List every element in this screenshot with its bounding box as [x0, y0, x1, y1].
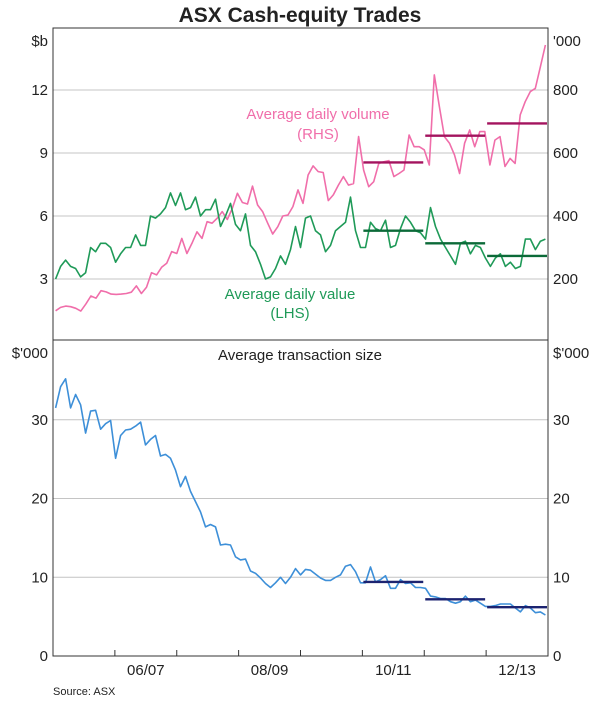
x-axis-label: 12/13	[498, 662, 536, 679]
series-lines	[54, 44, 547, 616]
bottom-left-tick-label: 0	[40, 648, 48, 665]
volume-series-label: Average daily volume	[246, 106, 389, 123]
value-axis-note: (LHS)	[270, 305, 309, 322]
gridlines	[53, 89, 548, 578]
top-left-tick-label: 3	[40, 271, 48, 288]
top-left-tick-label: 12	[31, 82, 48, 99]
top-right-tick-label: 800	[553, 82, 578, 99]
volume-line	[55, 44, 547, 312]
x-axis-labels: 06/07 08/09 10/11 12/13	[127, 662, 536, 679]
x-axis-label: 08/09	[251, 662, 289, 679]
value-line	[54, 192, 546, 280]
bottom-right-tick-labels: 0 10 20 30	[553, 412, 570, 665]
top-right-unit: '000	[553, 33, 581, 50]
top-left-unit: $b	[31, 33, 48, 50]
x-axis-label: 06/07	[127, 662, 165, 679]
transaction-size-line	[54, 377, 546, 616]
bottom-left-tick-label: 30	[31, 412, 48, 429]
top-right-tick-label: 200	[553, 271, 578, 288]
top-left-tick-labels: 3 6 9 12	[31, 82, 48, 288]
bottom-left-tick-labels: 0 10 20 30	[31, 412, 48, 665]
bottom-right-tick-label: 20	[553, 491, 570, 508]
bottom-right-tick-label: 10	[553, 569, 570, 586]
bottom-right-tick-label: 0	[553, 648, 561, 665]
x-axis-label: 10/11	[375, 662, 411, 679]
bottom-left-tick-label: 10	[31, 569, 48, 586]
bottom-right-unit: $'000	[553, 345, 589, 362]
top-right-tick-labels: 200 400 600 800	[553, 82, 578, 288]
bottom-panel-title: Average transaction size	[218, 347, 382, 364]
top-left-tick-label: 6	[40, 208, 48, 225]
bottom-left-tick-label: 20	[31, 491, 48, 508]
chart-title: ASX Cash-equity Trades	[179, 4, 422, 27]
top-right-tick-label: 600	[553, 145, 578, 162]
source-note: Source: ASX	[53, 686, 116, 698]
period-mean-lines	[363, 122, 547, 609]
top-left-tick-label: 9	[40, 145, 48, 162]
value-series-label: Average daily value	[225, 286, 356, 303]
volume-axis-note: (RHS)	[297, 126, 339, 143]
x-axis-ticks	[114, 650, 487, 656]
top-right-tick-label: 400	[553, 208, 578, 225]
plot-frame	[52, 27, 549, 657]
bottom-left-unit: $'000	[12, 345, 48, 362]
bottom-right-tick-label: 30	[553, 412, 570, 429]
